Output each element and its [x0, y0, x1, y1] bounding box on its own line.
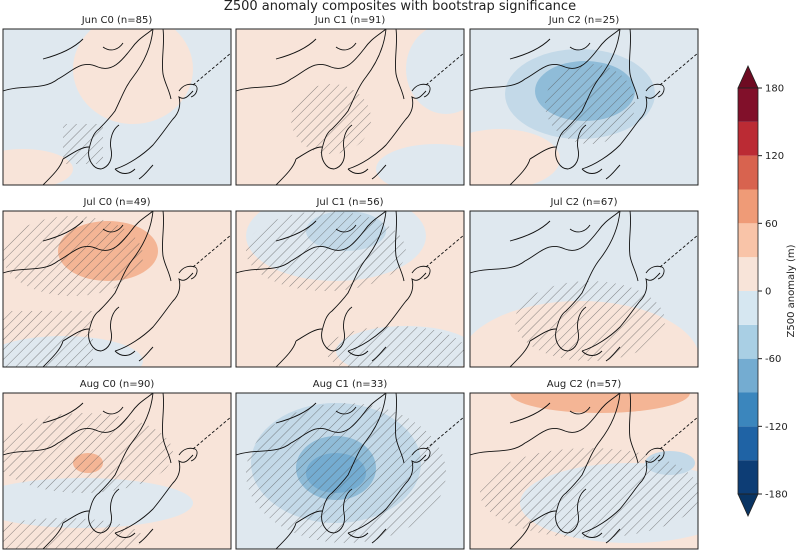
panel-title: Jun C0 (n=85) — [81, 15, 153, 26]
panel-title: Aug C2 (n=57) — [547, 379, 622, 390]
colorbar-level — [738, 460, 758, 494]
map-panel — [3, 211, 231, 367]
panel-frame — [469, 392, 699, 550]
colorbar-level — [738, 324, 758, 359]
colorbar-level — [738, 358, 758, 393]
map-panel — [470, 29, 698, 185]
panel-frame — [235, 210, 465, 368]
colorbar-tick-label: 120 — [765, 151, 784, 162]
map-panel — [236, 29, 464, 185]
panel-frame — [235, 28, 465, 186]
panel-title: Jul C1 (n=56) — [315, 197, 383, 208]
panel-title: Aug C0 (n=90) — [80, 379, 155, 390]
map-panel — [236, 211, 464, 367]
colorbar-label: Z500 anomaly (m) — [786, 244, 797, 337]
colorbar-tick-label: -120 — [765, 422, 788, 433]
colorbar-level — [738, 426, 758, 461]
panel-frame — [2, 210, 232, 368]
colorbar-level — [738, 257, 758, 291]
colorbar-level — [738, 291, 758, 325]
map-panel — [3, 393, 231, 549]
panel-frame — [2, 392, 232, 550]
colorbar-level — [738, 88, 758, 122]
colorbar-tick-label: 60 — [765, 219, 778, 230]
colorbar-level — [738, 392, 758, 427]
colorbar-level — [738, 189, 758, 224]
colorbar-tick-label: 0 — [765, 287, 771, 298]
panel-frame — [2, 28, 232, 186]
panel-frame — [469, 28, 699, 186]
panel-frame — [469, 210, 699, 368]
panel-title: Aug C1 (n=33) — [313, 379, 388, 390]
figure-title: Z500 anomaly composites with bootstrap s… — [224, 0, 576, 14]
colorbar-tick-label: -180 — [765, 490, 788, 501]
panel-title: Jul C0 (n=49) — [82, 197, 150, 208]
map-panel — [3, 29, 231, 185]
panel-title: Jun C1 (n=91) — [314, 15, 386, 26]
colorbar-level — [738, 155, 758, 190]
colorbar-level — [738, 121, 758, 156]
panel-title: Jun C2 (n=25) — [548, 15, 620, 26]
map-panels — [3, 29, 698, 549]
colorbar-tick-label: 180 — [765, 84, 784, 95]
panel-frame — [235, 392, 465, 550]
colorbar-extend-under — [737, 493, 759, 517]
map-panel — [236, 393, 464, 549]
colorbar-tick-label: -60 — [765, 354, 781, 365]
colorbar-level — [738, 223, 758, 258]
map-panel — [470, 393, 698, 549]
colorbar-extend-over — [737, 65, 759, 89]
panel-title: Jul C2 (n=67) — [549, 197, 617, 208]
colorbar: -180 -120 -60 0 60 120 180 Z500 anomaly (m) — [737, 65, 797, 517]
map-panel — [470, 211, 698, 367]
